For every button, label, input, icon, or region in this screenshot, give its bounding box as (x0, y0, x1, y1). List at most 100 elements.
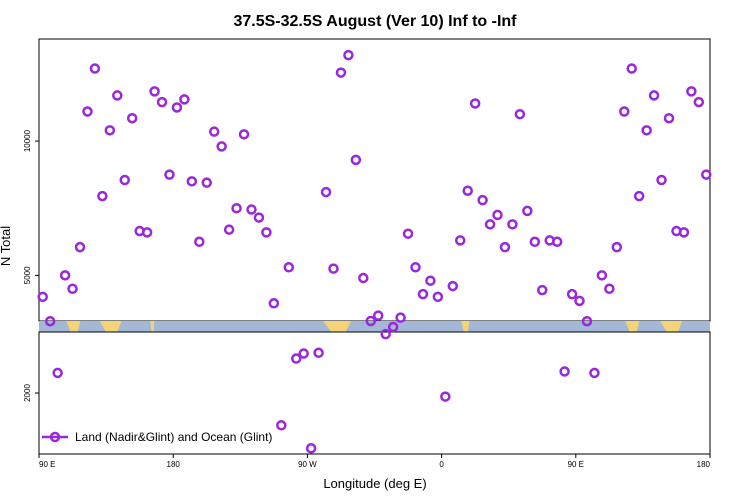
data-point-42 (350, 154, 362, 166)
data-point-71 (566, 288, 578, 300)
data-point-38 (320, 186, 332, 198)
data-point-51 (417, 288, 429, 300)
land-south-africa (99, 321, 122, 332)
data-point-60 (484, 219, 496, 230)
data-point-80 (633, 190, 645, 202)
data-point-74 (589, 367, 600, 379)
data-point-63 (507, 219, 518, 230)
data-point-67 (537, 284, 548, 296)
land-new-zealand (461, 321, 470, 332)
x-tick-label-5: 180 (697, 460, 711, 469)
data-point-26 (231, 202, 242, 214)
data-point-59 (477, 194, 488, 206)
data-point-87 (686, 86, 697, 97)
land-south-america (625, 321, 640, 332)
data-point-83 (656, 174, 667, 186)
upper-y-axis: 5000 10000 (23, 129, 39, 284)
data-point-55 (447, 280, 459, 292)
data-point-36 (305, 443, 317, 454)
legend-label: Land (Nadir&Glint) and Ocean (Glint) (75, 430, 272, 444)
data-point-16 (156, 96, 168, 108)
data-point-3 (59, 270, 71, 281)
data-point-1 (44, 315, 56, 327)
land-south-america-west (66, 321, 81, 332)
data-point-37 (313, 347, 324, 359)
data-point-76 (604, 283, 615, 295)
data-point-49 (402, 228, 414, 239)
land-madagascar (150, 321, 155, 332)
data-point-64 (514, 108, 526, 120)
data-point-72 (574, 295, 585, 307)
data-point-79 (626, 63, 637, 74)
x-axis: 90 E 180 90 W 0 90 E 180 (38, 454, 711, 469)
lower-panel: 2000 (23, 331, 711, 455)
data-point-7 (89, 63, 101, 74)
data-point-86 (678, 227, 690, 238)
data-point-84 (663, 112, 675, 124)
data-point-54 (440, 391, 451, 402)
chart-title: 37.5S-32.5S August (Ver 10) Inf to -Inf (233, 13, 517, 30)
data-point-77 (611, 241, 623, 253)
world-map-strip (39, 321, 710, 332)
data-point-40 (335, 67, 347, 78)
legend: Land (Nadir&Glint) and Ocean (Glint) (42, 430, 272, 444)
land-south-africa-repeat (660, 321, 683, 332)
data-point-9 (104, 125, 116, 136)
data-point-33 (283, 262, 295, 273)
data-point-10 (112, 90, 123, 101)
data-point-27 (238, 129, 250, 140)
data-point-44 (365, 315, 377, 327)
data-point-8 (97, 190, 108, 202)
data-point-15 (149, 86, 160, 97)
data-point-6 (82, 106, 93, 117)
data-point-34 (290, 353, 302, 364)
data-point-81 (641, 125, 652, 136)
data-point-11 (119, 174, 130, 186)
data-point-65 (522, 205, 533, 217)
data-point-25 (223, 224, 235, 235)
data-point-88 (693, 96, 705, 108)
data-point-32 (276, 420, 287, 431)
data-point-5 (74, 241, 86, 253)
data-point-50 (410, 262, 421, 273)
data-point-18 (171, 102, 183, 113)
legend-marker (49, 431, 61, 443)
data-point-14 (141, 227, 153, 238)
x-tick-label-4: 90 E (568, 460, 584, 469)
data-point-52 (425, 275, 436, 286)
lower-y-axis: 2000 (23, 384, 39, 402)
data-point-4 (67, 283, 78, 295)
data-point-70 (559, 366, 570, 377)
data-point-39 (328, 263, 339, 274)
data-point-58 (469, 98, 481, 109)
data-point-53 (432, 291, 444, 303)
data-points (37, 49, 712, 454)
data-point-31 (268, 298, 280, 309)
data-point-66 (529, 236, 541, 248)
upper-panel-frame (38, 38, 711, 322)
data-point-78 (619, 106, 630, 117)
data-point-19 (179, 94, 190, 105)
x-tick-label-3: 0 (439, 460, 444, 469)
ocean-band (39, 321, 710, 332)
data-point-48 (395, 312, 406, 323)
data-point-12 (126, 112, 138, 124)
land-australia (323, 321, 352, 332)
data-point-24 (216, 141, 227, 152)
data-point-73 (581, 315, 593, 327)
lower-y-tick-label-0: 2000 (23, 384, 32, 402)
data-point-23 (208, 126, 220, 137)
data-point-57 (462, 185, 473, 196)
data-point-61 (492, 209, 503, 221)
data-point-43 (358, 272, 369, 284)
data-point-17 (164, 169, 175, 180)
data-point-56 (454, 235, 466, 246)
data-point-46 (380, 328, 391, 340)
data-point-21 (194, 236, 205, 248)
data-point-0 (37, 291, 48, 303)
upper-y-tick-label-1: 10000 (23, 129, 32, 152)
data-point-62 (499, 241, 511, 253)
x-axis-label: Longitude (deg E) (323, 476, 426, 491)
data-point-28 (246, 204, 257, 215)
